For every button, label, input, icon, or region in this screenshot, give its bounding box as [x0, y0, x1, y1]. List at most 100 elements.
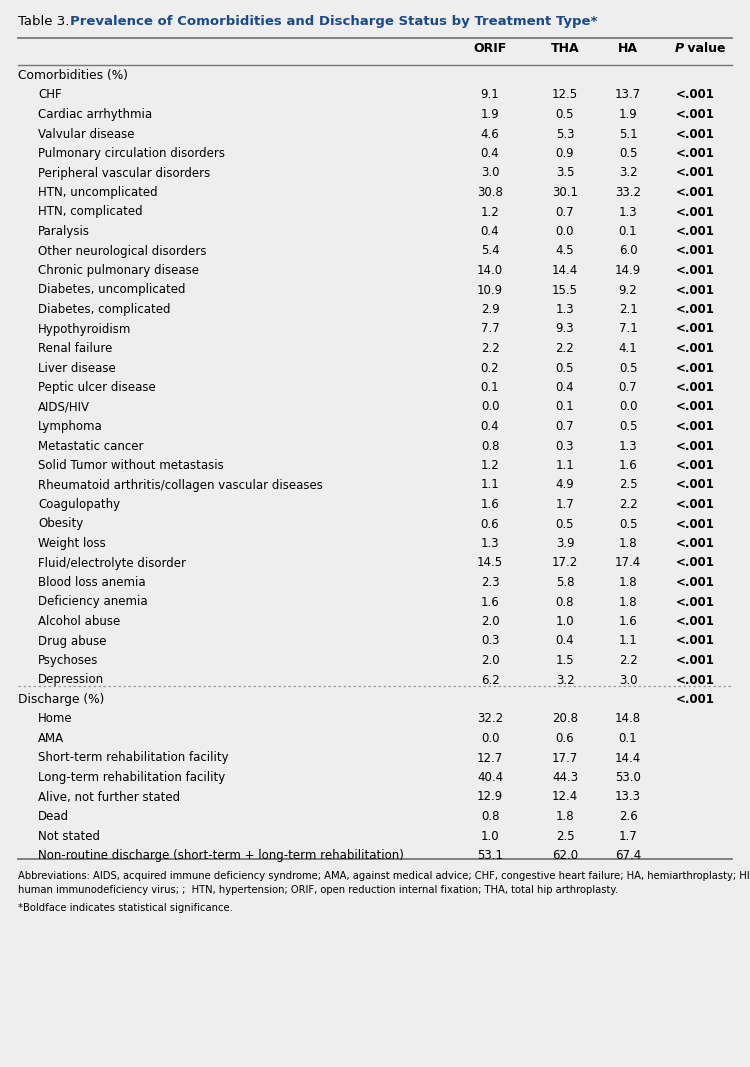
Text: 32.2: 32.2: [477, 713, 503, 726]
Text: 12.9: 12.9: [477, 791, 503, 803]
Text: <.001: <.001: [676, 673, 715, 686]
Text: 3.0: 3.0: [481, 166, 500, 179]
Text: Rheumatoid arthritis/collagen vascular diseases: Rheumatoid arthritis/collagen vascular d…: [38, 478, 322, 492]
Text: 1.0: 1.0: [556, 615, 574, 628]
Text: 0.7: 0.7: [619, 381, 638, 394]
Text: Short-term rehabilitation facility: Short-term rehabilitation facility: [38, 751, 229, 764]
Text: <.001: <.001: [676, 284, 715, 297]
Text: Alcohol abuse: Alcohol abuse: [38, 615, 120, 628]
Text: 4.1: 4.1: [619, 343, 638, 355]
Text: 14.0: 14.0: [477, 264, 503, 277]
Text: <.001: <.001: [676, 576, 715, 589]
Text: <.001: <.001: [676, 440, 715, 452]
Text: 14.9: 14.9: [615, 264, 641, 277]
Text: Cardiac arrhythmia: Cardiac arrhythmia: [38, 108, 152, 121]
Text: 0.6: 0.6: [556, 732, 574, 745]
Text: 6.0: 6.0: [619, 244, 638, 257]
Text: 2.0: 2.0: [481, 654, 500, 667]
Text: 0.4: 0.4: [556, 381, 574, 394]
Text: 1.6: 1.6: [619, 459, 638, 472]
Text: 7.7: 7.7: [481, 322, 500, 335]
Text: 0.3: 0.3: [481, 635, 500, 648]
Text: 9.2: 9.2: [619, 284, 638, 297]
Text: 1.1: 1.1: [556, 459, 574, 472]
Text: 7.1: 7.1: [619, 322, 638, 335]
Text: <.001: <.001: [676, 89, 715, 101]
Text: <.001: <.001: [676, 244, 715, 257]
Text: 14.8: 14.8: [615, 713, 641, 726]
Text: 5.3: 5.3: [556, 127, 574, 141]
Text: 1.1: 1.1: [481, 478, 500, 492]
Text: 13.7: 13.7: [615, 89, 641, 101]
Text: Psychoses: Psychoses: [38, 654, 98, 667]
Text: 1.8: 1.8: [619, 576, 638, 589]
Text: 1.8: 1.8: [619, 537, 638, 550]
Text: <.001: <.001: [676, 498, 715, 511]
Text: 1.2: 1.2: [481, 206, 500, 219]
Text: 9.1: 9.1: [481, 89, 500, 101]
Text: 0.5: 0.5: [556, 362, 574, 375]
Text: 3.2: 3.2: [556, 673, 574, 686]
Text: 1.8: 1.8: [556, 810, 574, 823]
Text: 0.5: 0.5: [619, 517, 638, 530]
Text: 0.1: 0.1: [481, 381, 500, 394]
Text: 1.0: 1.0: [481, 829, 500, 843]
Text: Dead: Dead: [38, 810, 69, 823]
Text: 53.1: 53.1: [477, 849, 503, 862]
Text: <.001: <.001: [676, 127, 715, 141]
Text: 0.4: 0.4: [556, 635, 574, 648]
Text: 1.3: 1.3: [481, 537, 500, 550]
Text: HA: HA: [618, 42, 638, 55]
Text: 3.9: 3.9: [556, 537, 574, 550]
Text: 1.5: 1.5: [556, 654, 574, 667]
Text: 53.0: 53.0: [615, 771, 641, 784]
Text: 44.3: 44.3: [552, 771, 578, 784]
Text: 2.2: 2.2: [481, 343, 500, 355]
Text: 0.6: 0.6: [481, 517, 500, 530]
Text: 0.5: 0.5: [556, 517, 574, 530]
Text: Blood loss anemia: Blood loss anemia: [38, 576, 146, 589]
Text: 2.0: 2.0: [481, 615, 500, 628]
Text: 1.6: 1.6: [481, 498, 500, 511]
Text: Chronic pulmonary disease: Chronic pulmonary disease: [38, 264, 199, 277]
Text: 0.8: 0.8: [481, 810, 500, 823]
Text: Drug abuse: Drug abuse: [38, 635, 106, 648]
Text: Non-routine discharge (short-term + long-term rehabilitation): Non-routine discharge (short-term + long…: [38, 849, 404, 862]
Text: <.001: <.001: [676, 303, 715, 316]
Text: Diabetes, uncomplicated: Diabetes, uncomplicated: [38, 284, 185, 297]
Text: Long-term rehabilitation facility: Long-term rehabilitation facility: [38, 771, 225, 784]
Text: 1.8: 1.8: [619, 595, 638, 608]
Text: Hypothyroidism: Hypothyroidism: [38, 322, 131, 335]
Text: <.001: <.001: [676, 343, 715, 355]
Text: 1.9: 1.9: [619, 108, 638, 121]
Text: 62.0: 62.0: [552, 849, 578, 862]
Text: Not stated: Not stated: [38, 829, 100, 843]
Text: 12.7: 12.7: [477, 751, 503, 764]
Text: 0.8: 0.8: [481, 440, 500, 452]
Text: 0.0: 0.0: [619, 400, 638, 414]
Text: 4.6: 4.6: [481, 127, 500, 141]
Text: *Boldface indicates statistical significance.: *Boldface indicates statistical signific…: [18, 903, 232, 912]
Text: <.001: <.001: [676, 147, 715, 160]
Text: 0.0: 0.0: [481, 732, 500, 745]
Text: AMA: AMA: [38, 732, 64, 745]
Text: 3.5: 3.5: [556, 166, 574, 179]
Text: AIDS/HIV: AIDS/HIV: [38, 400, 90, 414]
Text: Liver disease: Liver disease: [38, 362, 116, 375]
Text: 2.1: 2.1: [619, 303, 638, 316]
Text: 15.5: 15.5: [552, 284, 578, 297]
Text: Solid Tumor without metastasis: Solid Tumor without metastasis: [38, 459, 224, 472]
Text: 2.5: 2.5: [556, 829, 574, 843]
Text: 0.5: 0.5: [619, 147, 638, 160]
Text: 0.8: 0.8: [556, 595, 574, 608]
Text: THA: THA: [550, 42, 579, 55]
Text: Alive, not further stated: Alive, not further stated: [38, 791, 180, 803]
Text: <.001: <.001: [676, 595, 715, 608]
Text: Home: Home: [38, 713, 73, 726]
Text: 1.6: 1.6: [619, 615, 638, 628]
Text: 0.0: 0.0: [481, 400, 500, 414]
Text: <.001: <.001: [676, 400, 715, 414]
Text: 1.9: 1.9: [481, 108, 500, 121]
Text: Coagulopathy: Coagulopathy: [38, 498, 120, 511]
Text: 5.1: 5.1: [619, 127, 638, 141]
